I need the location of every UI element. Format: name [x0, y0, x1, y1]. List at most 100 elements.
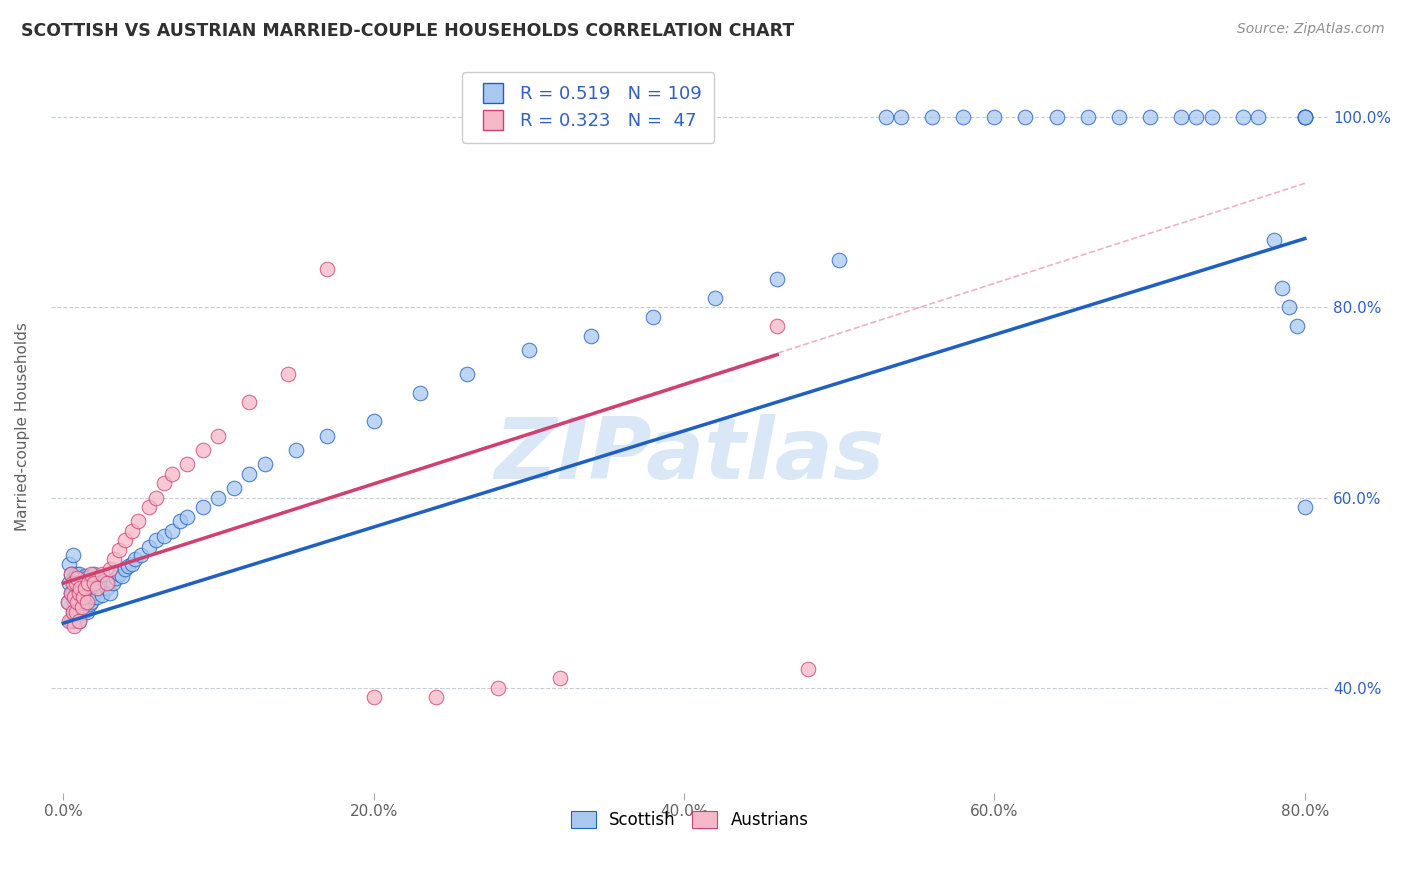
Point [58, 615, 80, 629]
Point [80, 595, 103, 609]
Point [98, 562, 121, 576]
Point [1108, 110, 1130, 124]
Point [207, 491, 229, 505]
Point [114, 562, 136, 576]
Point [176, 457, 198, 471]
Point [169, 514, 191, 528]
Point [82, 591, 104, 605]
Point [56, 595, 79, 609]
Point [285, 442, 308, 457]
Point [62, 585, 84, 599]
Point [238, 395, 260, 409]
Point [160, 524, 183, 538]
Point [766, 271, 789, 285]
Point [114, 533, 136, 548]
Point [67, 615, 90, 629]
Point [1294, 110, 1316, 124]
Point [425, 690, 447, 705]
Point [1247, 110, 1270, 124]
Point [60, 585, 83, 599]
Point [65, 576, 87, 591]
Point [1271, 281, 1294, 295]
Point [1263, 234, 1285, 248]
Point [121, 557, 143, 571]
Point [316, 262, 339, 277]
Point [238, 467, 260, 481]
Point [1014, 110, 1036, 124]
Text: ZIPatlas: ZIPatlas [495, 414, 884, 497]
Point [80, 576, 103, 591]
Point [548, 672, 571, 686]
Point [86, 571, 108, 585]
Point [96, 581, 118, 595]
Point [73, 600, 96, 615]
Point [63, 619, 86, 633]
Point [66, 595, 89, 609]
Point [1077, 110, 1099, 124]
Point [66, 571, 89, 585]
Point [62, 576, 84, 591]
Point [704, 291, 727, 305]
Point [58, 576, 80, 591]
Text: SCOTTISH VS AUSTRIAN MARRIED-COUPLE HOUSEHOLDS CORRELATION CHART: SCOTTISH VS AUSTRIAN MARRIED-COUPLE HOUS… [21, 22, 794, 40]
Point [108, 566, 131, 581]
Point [153, 528, 176, 542]
Point [1278, 300, 1301, 314]
Point [98, 585, 121, 599]
Point [86, 591, 108, 605]
Point [363, 690, 385, 705]
Point [96, 576, 118, 591]
Point [766, 319, 789, 334]
Point [1045, 110, 1067, 124]
Point [191, 442, 214, 457]
Point [62, 605, 84, 619]
Point [1185, 110, 1208, 124]
Point [73, 581, 96, 595]
Point [70, 581, 93, 595]
Point [83, 566, 105, 581]
Point [921, 110, 943, 124]
Point [277, 367, 299, 381]
Point [62, 605, 84, 619]
Point [121, 524, 143, 538]
Point [67, 566, 90, 581]
Point [89, 576, 111, 591]
Point [91, 588, 114, 602]
Point [58, 557, 80, 571]
Point [83, 585, 105, 599]
Point [86, 581, 108, 595]
Point [63, 571, 86, 585]
Point [160, 467, 183, 481]
Point [69, 585, 91, 599]
Point [1294, 110, 1316, 124]
Point [1139, 110, 1161, 124]
Point [67, 585, 90, 599]
Y-axis label: Married-couple Households: Married-couple Households [15, 322, 30, 531]
Point [62, 548, 84, 562]
Point [69, 581, 91, 595]
Point [138, 540, 160, 554]
Point [65, 605, 87, 619]
Point [70, 600, 93, 615]
Point [63, 615, 86, 629]
Legend: Scottish, Austrians: Scottish, Austrians [564, 804, 815, 836]
Point [222, 481, 245, 495]
Point [76, 571, 98, 585]
Point [70, 600, 93, 615]
Point [77, 578, 100, 592]
Point [176, 509, 198, 524]
Point [111, 568, 134, 582]
Point [79, 597, 101, 611]
Point [191, 500, 214, 514]
Point [890, 110, 912, 124]
Point [117, 559, 139, 574]
Point [72, 571, 94, 585]
Point [87, 581, 110, 595]
Point [207, 428, 229, 442]
Point [316, 428, 339, 442]
Point [828, 252, 851, 267]
Point [66, 591, 89, 605]
Point [76, 595, 98, 609]
Point [65, 585, 87, 599]
Point [983, 110, 1005, 124]
